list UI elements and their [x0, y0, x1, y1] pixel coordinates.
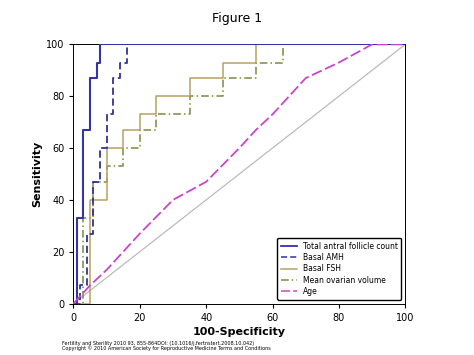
Legend: Total antral follicle count, Basal AMH, Basal FSH, Mean ovarian volume, Age: Total antral follicle count, Basal AMH, …: [277, 238, 401, 300]
Text: Copyright © 2010 American Society for Reproductive Medicine Terms and Conditions: Copyright © 2010 American Society for Re…: [62, 346, 270, 351]
Text: Figure 1: Figure 1: [212, 12, 262, 26]
X-axis label: 100-Specificity: 100-Specificity: [193, 327, 286, 337]
Text: Fertility and Sterility 2010 93, 855-864DOI: (10.1016/j.fertnstert.2008.10.042): Fertility and Sterility 2010 93, 855-864…: [62, 341, 254, 346]
Y-axis label: Sensitivity: Sensitivity: [32, 141, 42, 207]
